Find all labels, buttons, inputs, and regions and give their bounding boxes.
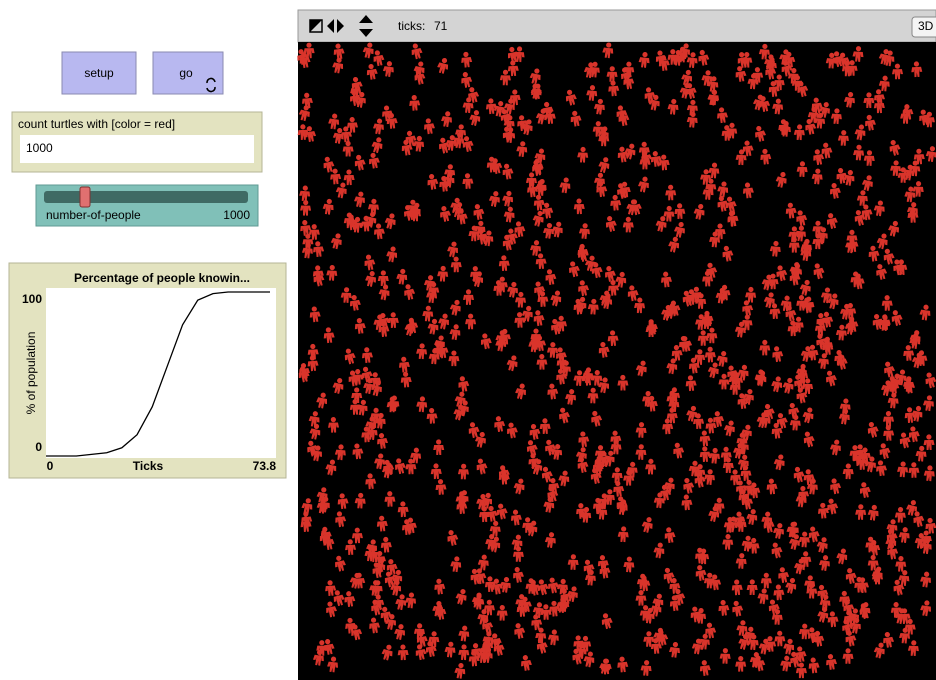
y-axis-label: % of population (24, 332, 38, 415)
view-toolbar (297, 9, 936, 43)
monitor-label: count turtles with [color = red] (18, 117, 175, 131)
view: ticks: 71 3D (295, 9, 936, 680)
monitor-field (20, 135, 254, 163)
plot-line (46, 291, 270, 457)
slider[interactable]: number-of-people 1000 (35, 184, 259, 227)
monitor: count turtles with [color = red] 1000 (11, 111, 263, 173)
slider-value: 1000 (223, 208, 250, 222)
button-face[interactable] (61, 51, 137, 95)
slider-label: number-of-people (46, 208, 141, 222)
monitor-value: 1000 (26, 141, 53, 155)
plot-area (46, 288, 276, 458)
ticks-value: 71 (434, 19, 448, 33)
slider-handle[interactable] (79, 186, 91, 208)
forever-icon (206, 77, 216, 93)
3d-button-label[interactable]: 3D (918, 19, 934, 33)
go-button[interactable]: go (152, 51, 224, 95)
button-face[interactable] (152, 51, 224, 95)
vertical-arrows-icon (359, 15, 373, 37)
plot: Percentage of people knowin... % of popu… (8, 262, 287, 479)
size-icon (310, 20, 322, 32)
plot-title: Percentage of people knowin... (74, 271, 250, 285)
button-label[interactable]: go (179, 66, 193, 80)
x-axis-label: Ticks (133, 459, 164, 473)
ticks-label: ticks: (398, 19, 425, 33)
y-tick-label: 0 (35, 440, 42, 454)
3d-button[interactable] (911, 16, 936, 38)
slider-track[interactable] (44, 191, 248, 203)
y-tick-label: 100 (22, 292, 42, 306)
x-tick-label: 0 (47, 459, 54, 473)
horizontal-arrows-icon (327, 19, 344, 33)
x-tick-label: 73.8 (253, 459, 277, 473)
size-icon-frame (309, 19, 323, 33)
button-label[interactable]: setup (84, 66, 114, 80)
setup-button[interactable]: setup (61, 51, 137, 95)
